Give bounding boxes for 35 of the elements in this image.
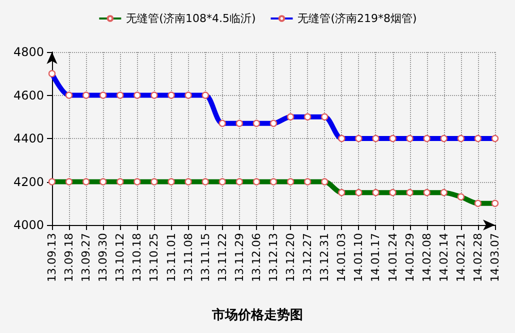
x-tick-label: 13.12.13 bbox=[267, 233, 280, 282]
legend-label: 无缝管(济南108*4.5临沂) bbox=[126, 12, 256, 25]
x-tick-label: 13.09.18 bbox=[62, 233, 76, 282]
x-tick-label: 13.12.31 bbox=[318, 233, 332, 282]
x-tick-label: 13.12.20 bbox=[284, 233, 298, 282]
x-tick-label: 13.12.27 bbox=[301, 233, 314, 282]
text: 市场价格走势图 bbox=[211, 307, 303, 323]
x-tick-label: 13.11.22 bbox=[216, 233, 229, 282]
x-tick-label: 13.09.13 bbox=[46, 233, 58, 282]
x-tick-label: 13.09.30 bbox=[96, 233, 110, 282]
x-tick-label: 13.10.25 bbox=[148, 233, 161, 282]
x-tick-label: 14.02.21 bbox=[454, 233, 468, 282]
x-tick-label: 14.02.28 bbox=[471, 233, 484, 282]
x-tick-label: 14.01.24 bbox=[386, 233, 400, 282]
x-tick-label: 14.01.29 bbox=[403, 233, 416, 282]
x-tick-label: 13.11.29 bbox=[232, 233, 246, 282]
y-tick-label: 4800 bbox=[13, 45, 44, 59]
x-tick-label: 14.01.10 bbox=[352, 233, 366, 282]
x-tick-label: 14.02.14 bbox=[437, 233, 450, 282]
x-tick-label: 13.11.08 bbox=[182, 233, 195, 282]
x-tick-label: 13.10.18 bbox=[130, 233, 144, 282]
y-tick-label: 4200 bbox=[13, 174, 44, 189]
x-tick-label: 14.02.08 bbox=[420, 233, 434, 282]
x-tick-label: 13.09.27 bbox=[80, 233, 93, 282]
y-tick-label: 4600 bbox=[13, 88, 44, 102]
x-tick-label: 14.01.17 bbox=[369, 233, 382, 282]
y-tick-label: 4000 bbox=[13, 218, 44, 232]
x-tick-label: 13.11.15 bbox=[198, 233, 212, 282]
y-tick-label: 4400 bbox=[13, 132, 44, 146]
x-tick-label: 13.11.01 bbox=[164, 233, 178, 282]
x-tick-label: 13.10.12 bbox=[114, 233, 127, 282]
legend-label: 无缝管(济南219*8烟管) bbox=[298, 12, 417, 25]
x-tick-label: 14.03.07 bbox=[488, 233, 502, 282]
x-tick-label: 13.12.06 bbox=[250, 233, 263, 282]
x-tick-label: 14.01.03 bbox=[335, 233, 348, 282]
